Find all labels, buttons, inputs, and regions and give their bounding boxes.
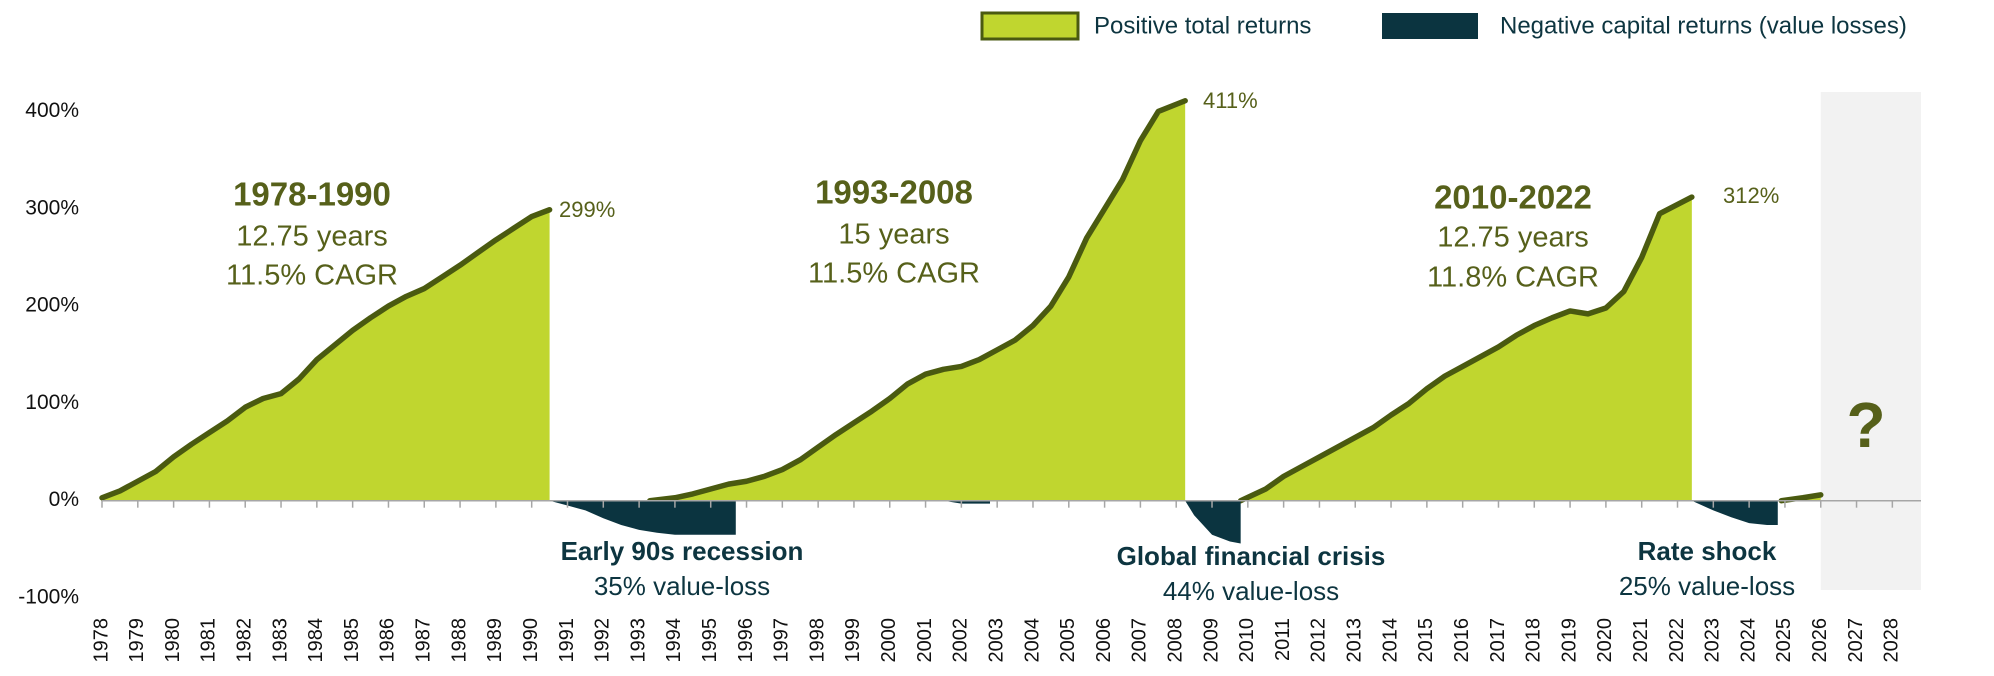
- x-tick-label: 2010: [1236, 618, 1258, 663]
- x-tick-label: 2022: [1666, 618, 1688, 663]
- x-tick-label: 1991: [556, 618, 578, 663]
- x-tick-label: 1986: [377, 618, 399, 663]
- x-tick-label: 2003: [985, 618, 1007, 663]
- x-tick-label: 1983: [269, 618, 291, 663]
- y-tick-label: 200%: [25, 294, 79, 317]
- x-tick-label: 1979: [126, 618, 148, 663]
- x-tick-label: 1987: [413, 618, 435, 663]
- annotation: ?: [1846, 389, 1885, 461]
- area: [102, 100, 1821, 501]
- annotation: 299%: [559, 197, 615, 222]
- x-tick-label: 2006: [1093, 618, 1115, 663]
- x-tick-label: 1988: [448, 618, 470, 663]
- annotation: 15 years: [838, 219, 949, 251]
- x-tick-label: 1985: [341, 618, 363, 663]
- y-tick-label: 300%: [25, 196, 79, 219]
- annotation: 1978-1990: [233, 176, 391, 213]
- area: [549, 500, 1778, 544]
- legend-swatch: [1382, 13, 1478, 39]
- x-tick-label: 1989: [484, 618, 506, 663]
- x-tick-label: 1996: [735, 618, 757, 663]
- x-tick-label: 1993: [627, 618, 649, 663]
- annotation: 411%: [1203, 88, 1258, 113]
- x-tick-label: 1984: [305, 618, 327, 663]
- annotation: 12.75 years: [1437, 222, 1589, 254]
- annotation: 25% value-loss: [1619, 571, 1795, 601]
- x-tick-label: 2016: [1451, 618, 1473, 663]
- x-tick-label: 2021: [1630, 618, 1652, 663]
- x-tick-label: 1999: [842, 618, 864, 663]
- x-tick-label: 2027: [1845, 618, 1867, 663]
- x-tick-label: 1997: [771, 618, 793, 663]
- x-tick-label: 2018: [1523, 618, 1545, 663]
- x-tick-label: 2009: [1200, 618, 1222, 663]
- annotation: 312%: [1723, 183, 1779, 208]
- annotation: 2010-2022: [1434, 179, 1592, 216]
- x-tick-label: 2026: [1809, 618, 1831, 663]
- x-tick-label: 2011: [1272, 618, 1294, 661]
- x-tick-label: 1995: [699, 618, 721, 663]
- x-tick-label: 2017: [1487, 618, 1509, 663]
- annotation: 12.75 years: [236, 221, 388, 253]
- x-tick-label: 1978: [90, 618, 112, 663]
- x-tick-label: 2002: [950, 618, 972, 663]
- x-tick-label: 2024: [1737, 618, 1759, 663]
- x-tick-label: 1994: [663, 618, 685, 663]
- x-tick-label: 2023: [1702, 618, 1724, 663]
- annotation: 44% value-loss: [1163, 576, 1339, 606]
- x-tick-label: 2000: [878, 618, 900, 663]
- legend-label: Positive total returns: [1094, 12, 1311, 39]
- annotation: Early 90s recession: [561, 536, 804, 566]
- x-tick-label: 2008: [1164, 618, 1186, 663]
- x-tick-label: 2025: [1773, 618, 1795, 663]
- annotation: 11.8% CAGR: [1427, 262, 1599, 294]
- line: [99, 98, 1824, 504]
- x-tick-label: 1998: [806, 618, 828, 663]
- x-tick-label: 2007: [1129, 618, 1151, 663]
- x-tick-label: 2015: [1415, 618, 1437, 663]
- x-tick-label: 1980: [162, 618, 184, 663]
- x-tick-label: 1981: [198, 618, 220, 663]
- x-tick-label: 2001: [914, 618, 936, 663]
- shaded-region: [1820, 92, 1921, 590]
- annotation: Rate shock: [1638, 536, 1777, 566]
- y-tick-label: 0%: [49, 488, 79, 511]
- x-tick-label: 2020: [1594, 618, 1616, 663]
- x-tick-label: 2013: [1344, 618, 1366, 663]
- x-tick-label: 1982: [234, 618, 256, 663]
- legend-label: Negative capital returns (value losses): [1500, 12, 1907, 39]
- x-tick-label: 2014: [1379, 618, 1401, 663]
- x-tick-label: 2019: [1558, 618, 1580, 663]
- annotation: Global financial crisis: [1117, 541, 1386, 571]
- x-tick-label: 2005: [1057, 618, 1079, 663]
- x-tick-label: 2004: [1021, 618, 1043, 663]
- annotation: 11.5% CAGR: [808, 258, 980, 290]
- y-tick-label: 100%: [25, 391, 79, 414]
- annotation: 1993-2008: [815, 174, 973, 211]
- annotation: 35% value-loss: [594, 571, 770, 601]
- y-tick-label: 400%: [25, 99, 79, 122]
- annotation: 11.5% CAGR: [226, 260, 398, 292]
- y-tick-label: -100%: [18, 586, 79, 609]
- x-tick-label: 2028: [1881, 618, 1903, 663]
- legend-swatch: [980, 11, 1080, 41]
- x-tick-label: 2012: [1308, 618, 1330, 663]
- x-tick-label: 1992: [592, 618, 614, 663]
- x-tick-label: 1990: [520, 618, 542, 663]
